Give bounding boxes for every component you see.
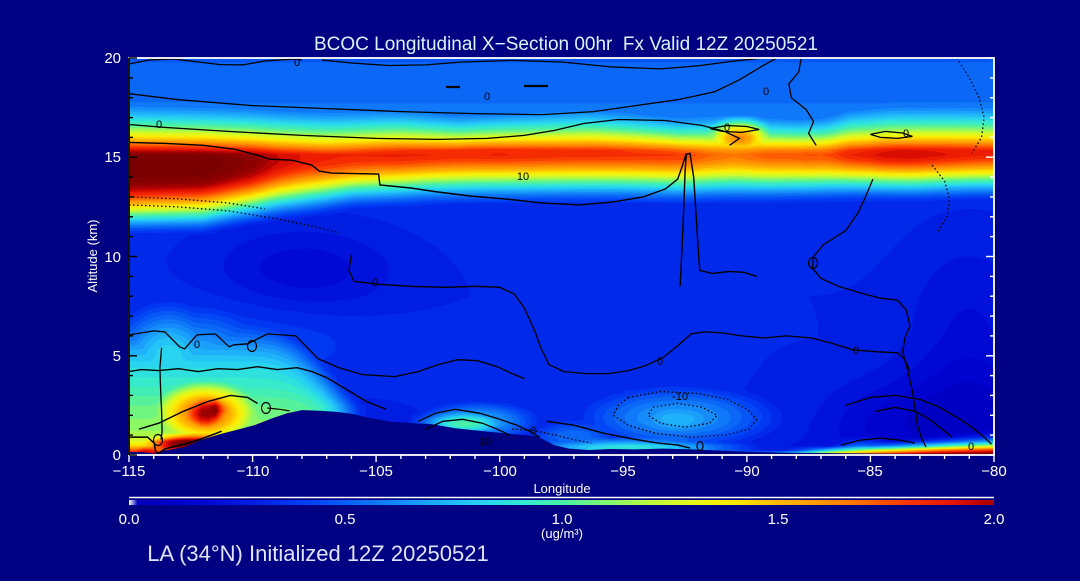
svg-text:0: 0: [530, 425, 536, 437]
svg-text:10: 10: [479, 436, 491, 448]
svg-text:15: 15: [104, 149, 121, 166]
svg-text:0: 0: [113, 447, 121, 464]
svg-text:0: 0: [484, 91, 490, 103]
svg-text:0: 0: [372, 277, 378, 289]
svg-text:0.0: 0.0: [119, 511, 140, 528]
svg-text:−115: −115: [113, 463, 146, 480]
svg-text:Altitude (km): Altitude (km): [85, 220, 100, 293]
svg-text:−105: −105: [359, 463, 393, 480]
svg-text:0: 0: [903, 128, 909, 140]
svg-text:−90: −90: [734, 463, 759, 480]
svg-text:0: 0: [657, 356, 663, 368]
svg-text:−100: −100: [483, 463, 517, 480]
svg-text:0: 0: [968, 441, 974, 453]
svg-text:BCOC Longitudinal X−Section 00: BCOC Longitudinal X−Section 00hr Fx Vali…: [314, 34, 818, 55]
svg-text:−110: −110: [237, 463, 270, 480]
svg-text:Longitude: Longitude: [533, 481, 590, 496]
svg-text:10: 10: [104, 249, 121, 266]
svg-text:0.5: 0.5: [335, 511, 356, 528]
svg-text:−80: −80: [981, 463, 1006, 480]
svg-text:(ug/m³): (ug/m³): [541, 526, 583, 541]
svg-text:0: 0: [853, 345, 859, 357]
svg-text:−85: −85: [857, 463, 882, 480]
svg-text:−95: −95: [610, 463, 635, 480]
svg-text:-10: -10: [672, 391, 688, 403]
svg-text:LA (34°N) Initialized 12Z 2025: LA (34°N) Initialized 12Z 20250521: [147, 541, 488, 566]
svg-text:2.0: 2.0: [984, 511, 1005, 528]
svg-text:1.5: 1.5: [768, 511, 789, 528]
svg-text:5: 5: [113, 348, 121, 365]
svg-text:20: 20: [104, 50, 121, 67]
svg-text:0: 0: [763, 86, 769, 98]
svg-text:0: 0: [194, 339, 200, 351]
svg-text:0: 0: [294, 57, 300, 69]
svg-text:10: 10: [517, 171, 529, 183]
svg-text:0: 0: [156, 119, 162, 131]
svg-text:0: 0: [724, 122, 730, 134]
svg-text:1.0: 1.0: [552, 511, 573, 528]
